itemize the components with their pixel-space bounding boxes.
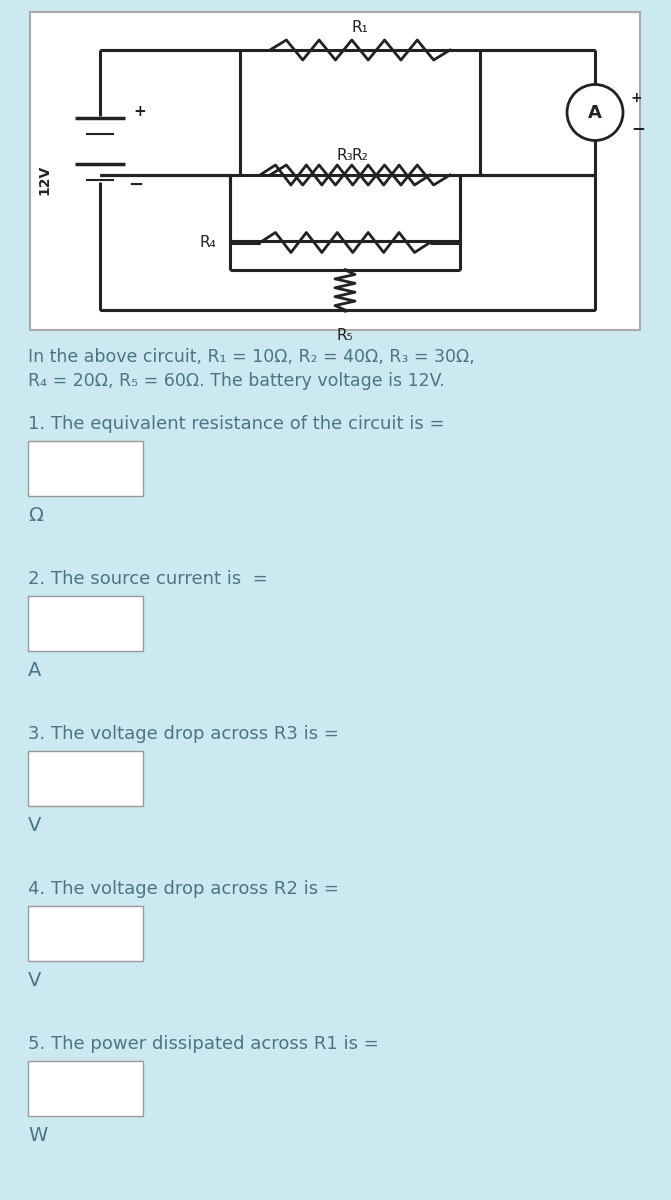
Text: +: +	[133, 104, 146, 120]
Text: R₃: R₃	[337, 148, 354, 162]
Bar	[28, 906, 143, 961]
Text: In the above circuit, R₁ = 10Ω, R₂ = 40Ω, R₃ = 30Ω,: In the above circuit, R₁ = 10Ω, R₂ = 40Ω…	[28, 348, 475, 366]
Text: 12V: 12V	[37, 164, 51, 196]
Text: +: +	[631, 91, 643, 106]
Bar	[28, 751, 143, 806]
Text: 5. The power dissipated across R1 is =: 5. The power dissipated across R1 is =	[28, 1034, 378, 1054]
Bar	[30, 12, 640, 330]
Text: −: −	[631, 120, 645, 138]
Text: V: V	[28, 971, 42, 990]
Text: Ω: Ω	[28, 506, 43, 526]
Text: 1. The equivalent resistance of the circuit is =: 1. The equivalent resistance of the circ…	[28, 415, 444, 433]
Text: R₂: R₂	[352, 148, 368, 162]
Bar	[28, 596, 143, 650]
Bar	[28, 1061, 143, 1116]
Text: 4. The voltage drop across R2 is =: 4. The voltage drop across R2 is =	[28, 880, 339, 898]
Text: −: −	[128, 176, 143, 194]
Bar	[28, 440, 143, 496]
Text: W: W	[28, 1126, 47, 1145]
Text: R₁: R₁	[352, 20, 368, 36]
Text: R₄ = 20Ω, R₅ = 60Ω. The battery voltage is 12V.: R₄ = 20Ω, R₅ = 60Ω. The battery voltage …	[28, 372, 445, 390]
Text: R₅: R₅	[337, 328, 354, 343]
Text: A: A	[588, 103, 602, 121]
Text: V: V	[28, 816, 42, 835]
Text: R₄: R₄	[200, 235, 216, 250]
Circle shape	[567, 84, 623, 140]
Text: A: A	[28, 661, 42, 680]
Text: 3. The voltage drop across R3 is =: 3. The voltage drop across R3 is =	[28, 725, 339, 743]
Text: 2. The source current is  =: 2. The source current is =	[28, 570, 268, 588]
